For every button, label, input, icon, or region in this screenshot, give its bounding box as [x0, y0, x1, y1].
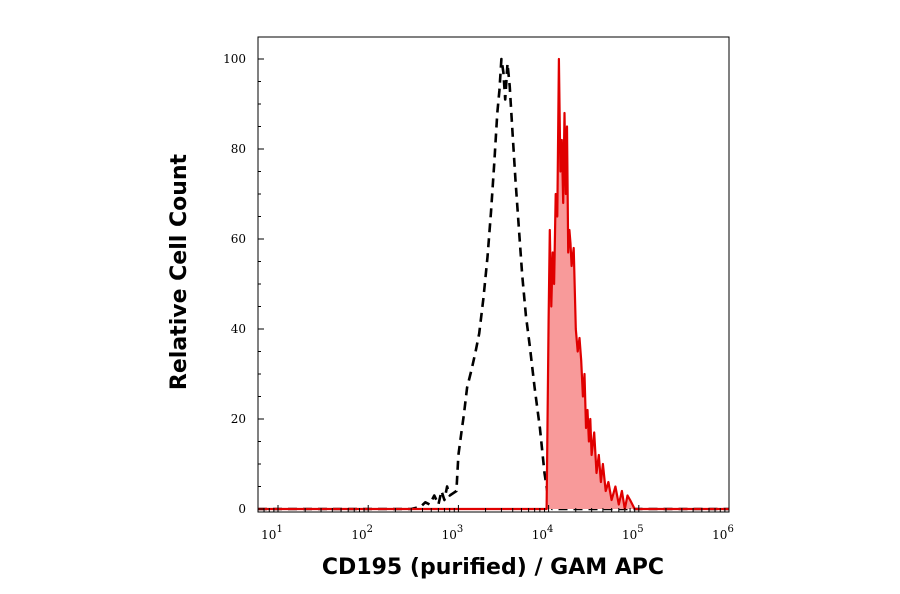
series-line-0 [258, 57, 729, 511]
y-tick-label: 60 [231, 232, 246, 246]
y-axis-title: Relative Cell Count [167, 153, 192, 390]
plot-area [257, 36, 730, 513]
y-axis: 0 20 40 60 80 100 [223, 52, 264, 516]
x-tick-label: 102 [351, 524, 373, 542]
x-tick-label: 101 [261, 524, 283, 542]
x-tick-label: 103 [442, 524, 464, 542]
x-tick-label: 105 [622, 524, 644, 542]
y-tick-label: 0 [238, 502, 246, 516]
series-line-1 [258, 57, 729, 511]
y-tick-label: 20 [231, 412, 246, 426]
x-tick-label: 104 [532, 524, 554, 542]
series-fill-1 [258, 59, 729, 509]
y-tick-label: 80 [231, 142, 246, 156]
y-tick-label: 40 [231, 322, 246, 336]
x-axis-title: CD195 (purified) / GAM APC [322, 555, 664, 580]
x-tick-label: 106 [712, 524, 734, 542]
plot-frame [257, 36, 730, 513]
y-tick-label: 100 [223, 52, 246, 66]
series-layer [258, 57, 729, 511]
x-axis: 101 102 103 104 105 106 [257, 505, 734, 542]
